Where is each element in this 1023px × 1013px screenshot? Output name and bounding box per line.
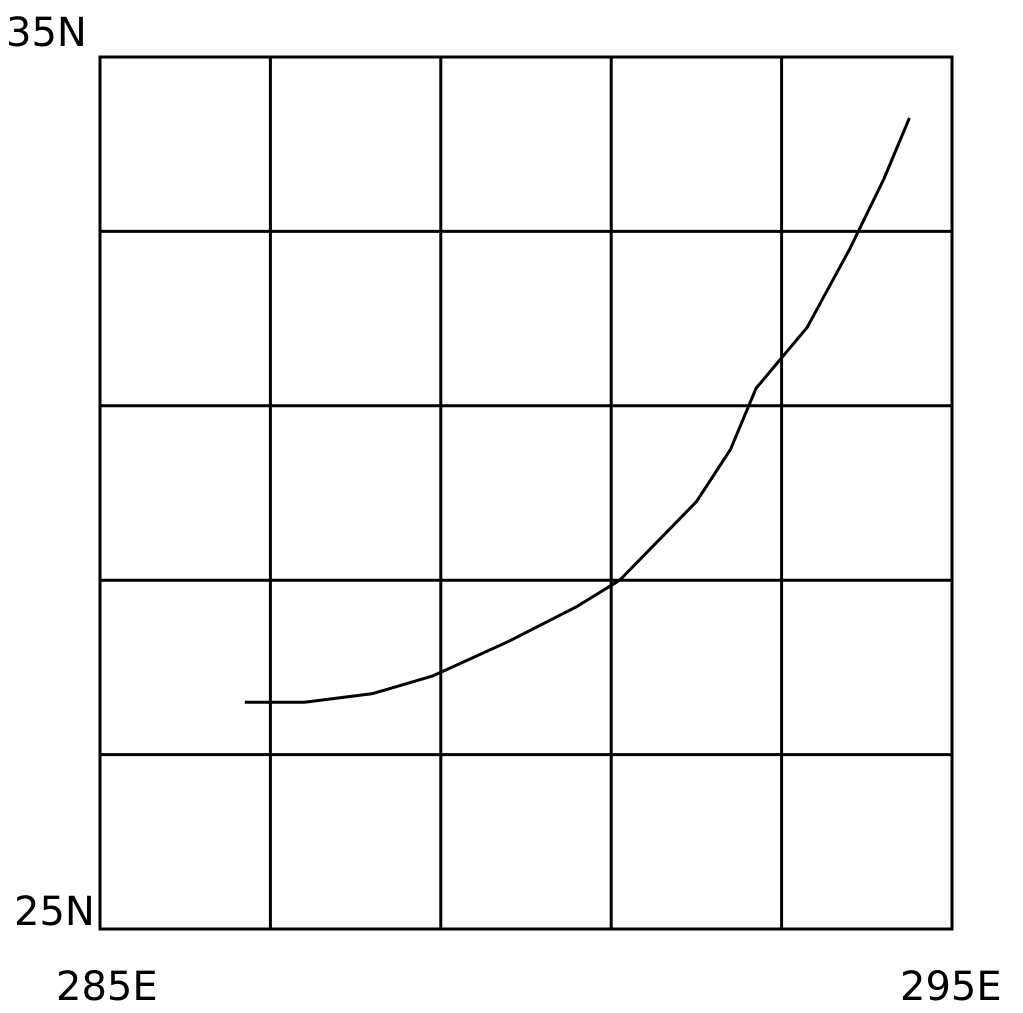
lon-left-label: 285E	[56, 964, 158, 1010]
storm-track-line	[244, 117, 911, 704]
lat-top-label: 35N	[6, 10, 87, 56]
lat-bottom-label: 25N	[14, 889, 95, 935]
lon-right-label: 295E	[900, 964, 1002, 1010]
map-frame	[98, 55, 954, 931]
map-grid	[100, 57, 952, 929]
